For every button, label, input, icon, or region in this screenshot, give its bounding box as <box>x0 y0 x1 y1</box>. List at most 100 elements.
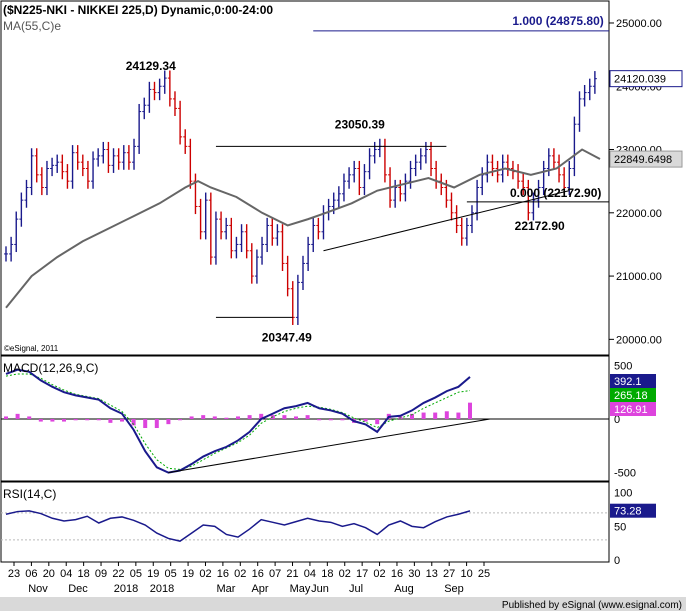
price-annotation: 23050.39 <box>335 117 385 131</box>
x-tick-label: 02 <box>373 568 385 580</box>
rsi-tick-label: 50 <box>614 521 626 533</box>
rsi-tick-label: 0 <box>614 555 620 567</box>
price-tick-label: 25000.00 <box>616 18 662 30</box>
macd-axis-tag-label: 265.18 <box>614 390 648 402</box>
price-bars <box>4 70 597 325</box>
x-tick-label: 18 <box>78 568 90 580</box>
x-tick-label: 04 <box>304 568 316 580</box>
x-month-label: 2018 <box>114 583 138 595</box>
rsi-line <box>5 510 471 542</box>
rsi-group: 100 50 0 73.28 <box>1 488 656 567</box>
macd-histogram-bar <box>433 412 438 419</box>
ma-label: MA(55,C)e <box>3 19 61 33</box>
macd-histogram-bar <box>120 419 124 422</box>
macd-title: MACD(12,26,9,C) <box>3 361 98 375</box>
macd-histogram-bar <box>317 419 322 421</box>
macd-histogram-bar <box>340 419 345 421</box>
x-month-label: 2018 <box>150 583 174 595</box>
price-axis-tag-label: 24120.039 <box>614 74 666 86</box>
x-tick-label: 16 <box>391 568 403 580</box>
x-tick-label: 02 <box>199 568 211 580</box>
macd-trendline <box>168 418 491 474</box>
x-tick-label: 30 <box>408 568 420 580</box>
price-annotation: 1.000 (24875.80) <box>512 14 603 28</box>
price-lines <box>5 30 609 318</box>
price-tick-label: 21000.00 <box>616 271 662 283</box>
macd-histogram-bar <box>62 419 66 422</box>
x-tick-label: 18 <box>321 568 333 580</box>
price-tick-label: 22000.00 <box>616 208 662 220</box>
x-tick-label: 19 <box>182 568 194 580</box>
macd-tick-label: 0 <box>614 414 620 426</box>
macd-histogram-bar <box>166 419 171 425</box>
x-tick-label: 07 <box>269 568 281 580</box>
rsi-panel-frame <box>0 481 610 563</box>
price-annotation: 20347.49 <box>262 330 312 344</box>
macd-histogram-bar <box>328 419 333 421</box>
macd-histogram-bar <box>375 419 380 425</box>
footer-credit: Published by eSignal (www.esignal.com) <box>502 600 682 611</box>
x-tick-label: 10 <box>460 568 472 580</box>
x-month-label: May <box>290 583 311 595</box>
x-month-label: Sep <box>444 583 464 595</box>
x-axis-group: 23 06 20 04 18 09 22 05 19 05 19 02 16 02 16 07 21 04 18 02… <box>8 562 490 595</box>
x-month-label: Apr <box>251 583 268 595</box>
x-tick-label: 16 <box>217 568 229 580</box>
price-annotation: 0.000 (22172.90) <box>510 186 601 200</box>
macd-histogram-bar <box>178 419 182 421</box>
macd-histogram-bar <box>96 419 101 421</box>
price-axis: 25000.0024000.0023000.0022000.0021000.00… <box>609 18 683 346</box>
x-tick-label: 13 <box>426 568 438 580</box>
macd-signal-line <box>5 373 471 470</box>
macd-group: 500 0 -500 392.1 265.18 126.91 <box>1 360 656 480</box>
support-trendline <box>323 190 570 252</box>
x-tick-label: 02 <box>339 568 351 580</box>
x-month-label: Nov <box>28 583 48 595</box>
macd-histogram-bar <box>189 416 194 419</box>
macd-histogram-bar <box>108 419 113 423</box>
x-tick-label: 22 <box>112 568 124 580</box>
macd-histogram-bar <box>410 413 414 419</box>
macd-axis-tag <box>610 388 656 402</box>
macd-histogram-bar <box>259 413 264 419</box>
x-tick-label: 09 <box>95 568 107 580</box>
macd-histogram-bar <box>50 419 55 422</box>
x-month-label: Mar <box>217 583 236 595</box>
x-tick-label: 20 <box>43 568 55 580</box>
x-tick-label: 16 <box>252 568 264 580</box>
rsi-tick-label: 100 <box>614 488 632 500</box>
macd-tick-label: 500 <box>614 360 632 372</box>
macd-histogram-bar <box>85 419 90 421</box>
macd-histogram-bar <box>143 419 148 429</box>
price-annotation: 22172.90 <box>515 219 565 233</box>
macd-histogram-bar <box>15 413 20 419</box>
macd-histogram-bar <box>38 419 43 422</box>
macd-histogram-bar <box>456 412 461 419</box>
macd-axis-tag-label: 392.1 <box>614 376 642 388</box>
macd-histogram-bar <box>154 419 159 429</box>
macd-tick-label: -500 <box>614 468 636 480</box>
macd-histogram-bar <box>305 415 310 419</box>
x-month-label: Jun <box>311 583 329 595</box>
price-panel-frame <box>0 0 610 356</box>
macd-histogram-bar <box>4 416 8 419</box>
ma-line <box>5 148 601 309</box>
rsi-axis-tag <box>610 503 656 518</box>
x-tick-label: 19 <box>147 568 159 580</box>
price-axis-tag <box>609 70 683 88</box>
price-annotation: 24129.34 <box>126 59 176 73</box>
macd-histogram-bar <box>468 402 472 419</box>
x-month-label: Dec <box>68 583 88 595</box>
macd-histogram-bar <box>212 416 217 419</box>
x-tick-label: 02 <box>234 568 246 580</box>
x-tick-label: 05 <box>165 568 177 580</box>
x-tick-label: 23 <box>8 568 20 580</box>
macd-line <box>5 368 471 474</box>
macd-histogram-bar <box>444 411 449 419</box>
macd-histogram-bar <box>421 412 426 419</box>
macd-histogram-bar <box>236 416 240 419</box>
macd-histogram-bar <box>294 416 298 419</box>
macd-axis-tag-label: 126.91 <box>614 404 648 416</box>
